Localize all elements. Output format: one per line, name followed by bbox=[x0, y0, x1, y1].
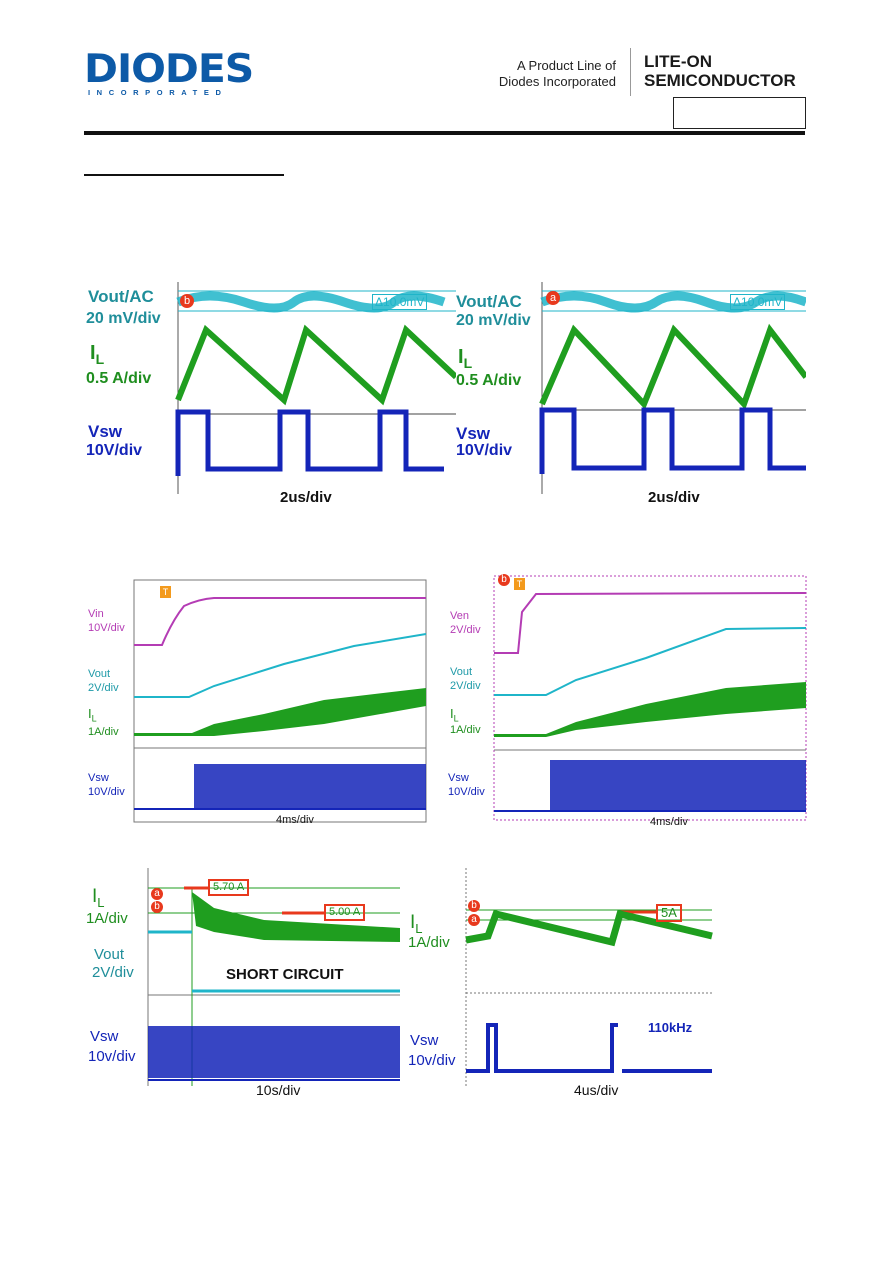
header-rule bbox=[84, 131, 805, 135]
brand-line-2: SEMICONDUCTOR bbox=[644, 71, 796, 90]
il-subscript: L bbox=[415, 920, 423, 936]
timebase-label: 10s/div bbox=[256, 1082, 301, 1098]
vout-ac-label: Vout/AC bbox=[456, 292, 522, 311]
il-scale: 1A/div bbox=[450, 724, 481, 736]
vout-scale: 2V/div bbox=[88, 682, 119, 694]
cursor-marker-a: a bbox=[468, 914, 480, 926]
vsw-label: Vsw bbox=[456, 424, 491, 443]
timebase-label: 2us/div bbox=[648, 489, 700, 506]
il-symbol: I bbox=[92, 886, 98, 907]
vout-ac-scale: 20 mV/div bbox=[86, 310, 161, 327]
vsw-scale: 10v/div bbox=[408, 1052, 456, 1069]
scope-startup-vin: T Vin 10V/div Vout 2V/div IL 1A/div Vsw … bbox=[84, 576, 434, 828]
trigger-marker: T bbox=[514, 578, 525, 590]
short-circuit-annotation: SHORT CIRCUIT bbox=[226, 966, 344, 983]
vout-ac-scale: 20 mV/div bbox=[456, 312, 531, 329]
delta-readout: Δ10.0mV bbox=[730, 294, 786, 310]
vsw-label: Vsw bbox=[448, 772, 469, 784]
vout-label: Vout bbox=[88, 668, 111, 680]
cursor-marker-b: b bbox=[468, 900, 480, 912]
cursor-marker-b: b bbox=[151, 901, 163, 913]
vin-label: Vin bbox=[88, 608, 104, 620]
il-scale: 0.5 A/div bbox=[86, 370, 152, 387]
vsw-scale: 10v/div bbox=[88, 1048, 136, 1065]
vin-scale: 10V/div bbox=[88, 622, 125, 634]
scope-ripple-left-traces bbox=[175, 282, 456, 494]
ven-label: Ven bbox=[450, 610, 469, 622]
lite-on-brand: LITE-ON SEMICONDUCTOR bbox=[644, 52, 796, 90]
timebase-label: 4us/div bbox=[574, 1082, 619, 1098]
product-line-tagline: A Product Line of Diodes Incorporated bbox=[470, 58, 616, 90]
logo-wordmark: DIODES bbox=[84, 47, 254, 92]
ven-scale: 2V/div bbox=[450, 624, 481, 636]
delta-readout: Δ10.0mV bbox=[372, 294, 428, 310]
scope-startup-vin-traces bbox=[133, 579, 427, 823]
vout-label: Vout bbox=[94, 946, 125, 963]
diodes-logo: DIODES INCORPORATED bbox=[84, 50, 254, 98]
scope-current-limit-traces bbox=[465, 868, 713, 1086]
vsw-scale: 10V/div bbox=[456, 442, 513, 459]
il-label: IL bbox=[458, 346, 472, 371]
vout-label: Vout bbox=[450, 666, 473, 678]
il-symbol: I bbox=[88, 706, 92, 721]
il-symbol: I bbox=[90, 342, 96, 364]
il-label: IL bbox=[92, 886, 105, 910]
il-label: IL bbox=[88, 706, 97, 724]
il-subscript: L bbox=[91, 713, 97, 724]
vsw-scale: 10V/div bbox=[88, 786, 125, 798]
peak-current-readout: 5.70 A bbox=[208, 879, 250, 896]
vsw-scale: 10V/div bbox=[448, 786, 485, 798]
vout-scale: 2V/div bbox=[450, 680, 481, 692]
vsw-label: Vsw bbox=[90, 1028, 119, 1045]
il-scale: 0.5 A/div bbox=[456, 372, 522, 389]
cursor-marker-a: a bbox=[151, 888, 163, 900]
vsw-label: Vsw bbox=[410, 1032, 439, 1049]
il-scale: 1A/div bbox=[86, 910, 128, 927]
trigger-marker: T bbox=[160, 586, 171, 598]
il-label: IL bbox=[450, 706, 459, 724]
il-symbol: I bbox=[410, 912, 416, 933]
part-number-box bbox=[673, 97, 806, 129]
scope-current-limit: b a 5A IL 1A/div Vsw 10v/div 110kHz 4us/… bbox=[406, 868, 716, 1100]
current-limit-readout: 5A bbox=[656, 904, 682, 922]
tagline-line-1: A Product Line of bbox=[516, 58, 616, 73]
scope-ripple-left: Vout/AC 20 mV/div b Δ10.0mV IL 0.5 A/div… bbox=[84, 282, 456, 510]
cursor-marker-b: b bbox=[180, 294, 194, 308]
section-heading-underline bbox=[84, 174, 284, 176]
scope-short-circuit-traces bbox=[147, 868, 400, 1086]
il-label: IL bbox=[90, 342, 104, 367]
logo-subtitle: INCORPORATED bbox=[88, 88, 228, 97]
scope-startup-en-traces bbox=[493, 575, 807, 821]
scope-ripple-right: Vout/AC 20 mV/div a Δ10.0mV IL 0.5 A/div… bbox=[456, 282, 806, 510]
scope-ripple-right-traces bbox=[539, 282, 806, 494]
vout-ac-label: Vout/AC bbox=[88, 287, 154, 306]
il-scale: 1A/div bbox=[408, 934, 450, 951]
il-symbol: I bbox=[450, 706, 454, 721]
cursor-marker-b: b bbox=[498, 574, 510, 586]
tagline-line-2: Diodes Incorporated bbox=[498, 74, 616, 89]
il-subscript: L bbox=[95, 351, 105, 367]
vsw-scale: 10V/div bbox=[86, 442, 143, 459]
il-label: IL bbox=[410, 912, 423, 936]
vout-scale: 2V/div bbox=[92, 964, 134, 981]
vsw-label: Vsw bbox=[88, 772, 109, 784]
current-limit-readout: 5.00 A bbox=[324, 904, 366, 921]
il-subscript: L bbox=[97, 894, 105, 910]
il-subscript: L bbox=[453, 713, 459, 724]
scope-startup-en: b T Ven 2V/div Vout 2V/div IL 1A/div Vsw… bbox=[446, 572, 808, 830]
timebase-label: 4ms/div bbox=[650, 816, 688, 828]
timebase-label: 2us/div bbox=[280, 489, 332, 506]
il-subscript: L bbox=[463, 355, 473, 371]
cursor-marker-a: a bbox=[546, 291, 560, 305]
switching-frequency: 110kHz bbox=[648, 1020, 693, 1035]
header-divider bbox=[630, 48, 631, 96]
scope-short-circuit: IL 1A/div a b 5.70 A 5.00 A Vout 2V/div … bbox=[84, 868, 406, 1100]
vsw-label: Vsw bbox=[88, 422, 123, 441]
il-scale: 1A/div bbox=[88, 726, 119, 738]
il-symbol: I bbox=[458, 346, 464, 368]
timebase-label: 4ms/div bbox=[276, 814, 314, 826]
brand-line-1: LITE-ON bbox=[644, 52, 712, 71]
